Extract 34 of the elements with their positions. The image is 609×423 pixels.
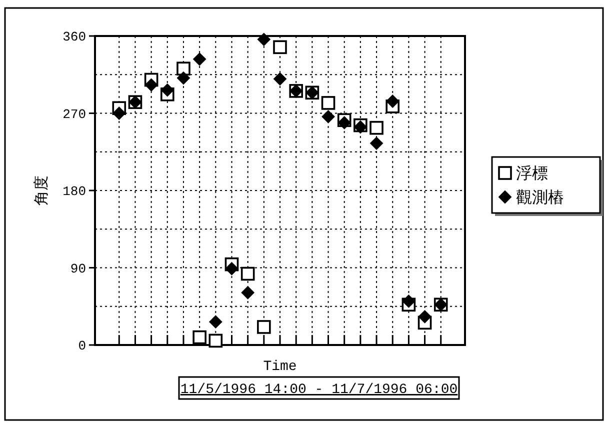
point <box>257 320 271 334</box>
point <box>322 110 335 124</box>
x-axis-title: Time <box>263 359 297 375</box>
point <box>386 94 400 108</box>
point <box>193 52 206 66</box>
y-tick-label: 270 <box>62 106 86 122</box>
point <box>321 96 336 110</box>
point <box>370 136 384 150</box>
point <box>176 72 190 85</box>
point <box>241 286 254 300</box>
y-tick-label: 180 <box>62 184 86 200</box>
y-tick-label: 90 <box>70 261 86 276</box>
point <box>160 84 174 97</box>
point <box>225 262 238 276</box>
point <box>144 78 158 92</box>
point <box>338 116 351 130</box>
point <box>192 330 206 344</box>
point <box>257 32 270 46</box>
point <box>274 72 286 86</box>
legend-label: 浮標 <box>516 164 548 184</box>
y-axis-title: 角度 <box>33 176 51 206</box>
point <box>208 334 223 348</box>
point <box>273 40 287 54</box>
point <box>402 294 416 308</box>
y-tick-label: 360 <box>62 30 86 45</box>
y-tick-label: 0 <box>78 338 86 354</box>
point <box>240 266 255 281</box>
point <box>112 106 126 120</box>
point <box>370 120 384 135</box>
text: 11/5/1996 14:00 - 11/7/1996 06:00 <box>180 382 458 398</box>
legend-label: 觀測樁 <box>516 188 564 208</box>
point <box>418 310 432 324</box>
point <box>209 315 222 328</box>
point <box>176 62 190 76</box>
